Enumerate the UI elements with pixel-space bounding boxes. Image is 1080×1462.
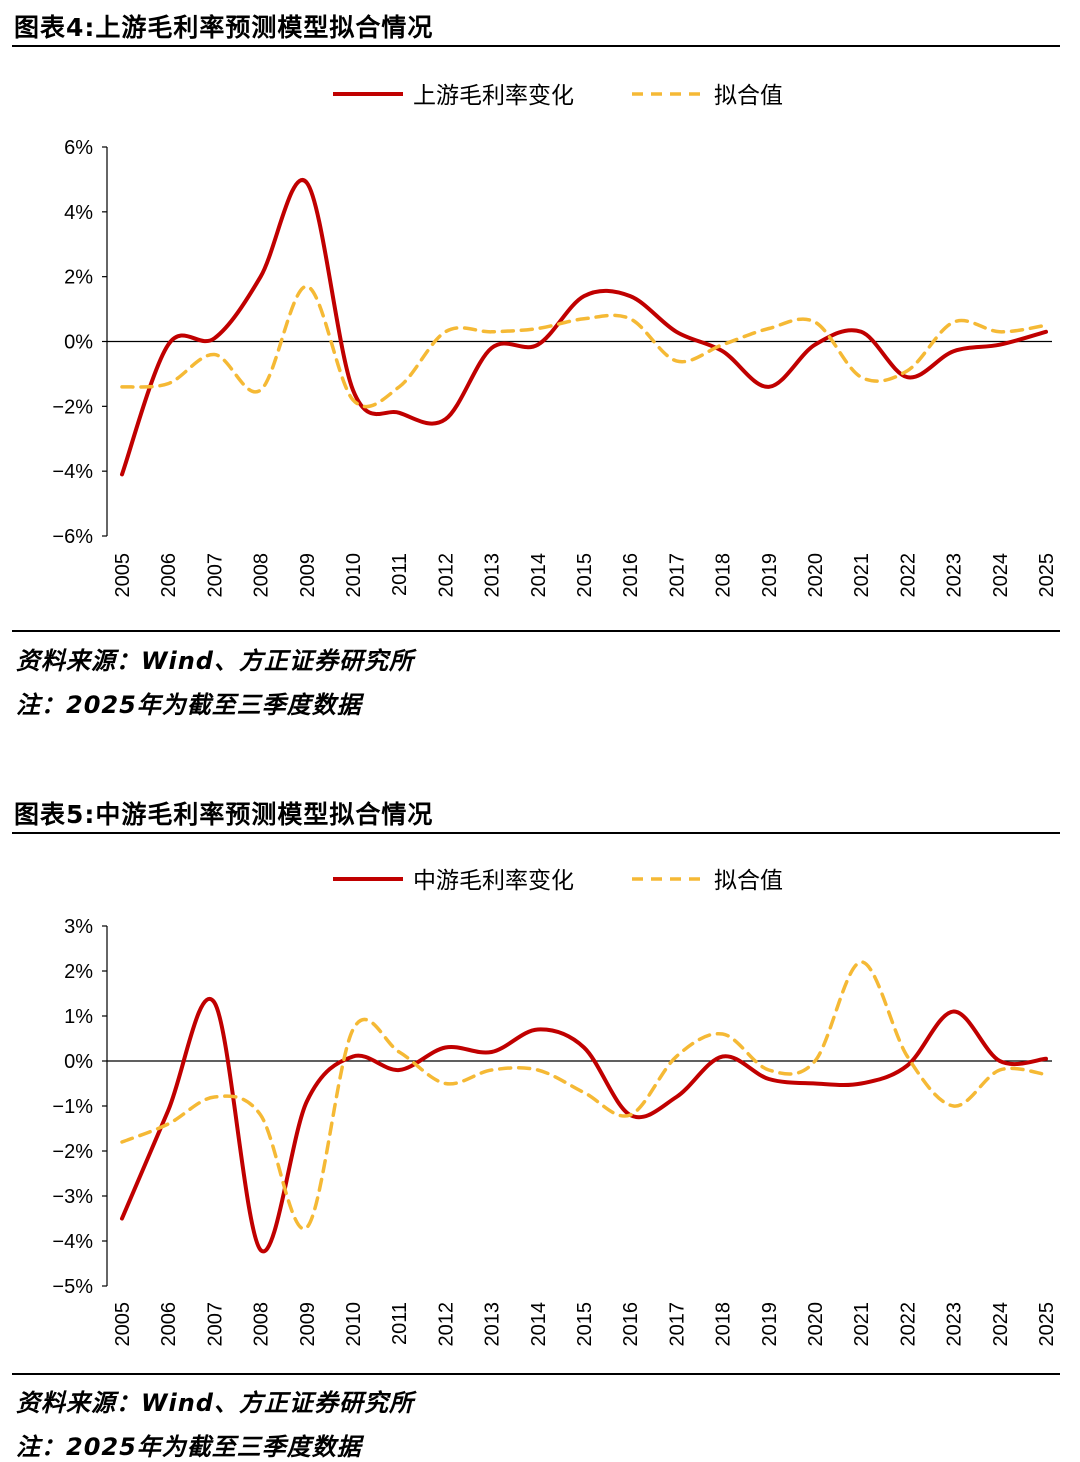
figure-5-title: 图表5:中游毛利率预测模型拟合情况 xyxy=(14,800,434,829)
x-tick-label: 2005 xyxy=(112,553,134,598)
x-tick-label: 2009 xyxy=(297,553,319,598)
x-tick-label: 2024 xyxy=(990,1302,1012,1347)
x-tick-label: 2025 xyxy=(1036,1302,1058,1347)
y-tick-label: −1% xyxy=(52,1096,93,1118)
x-tick-label: 2009 xyxy=(297,1302,319,1347)
x-tick-label: 2023 xyxy=(944,553,966,598)
x-tick-label: 2013 xyxy=(482,553,504,598)
figure-5-top-rule xyxy=(12,832,1060,834)
x-tick-label: 2010 xyxy=(343,1302,365,1347)
x-tick-label: 2020 xyxy=(805,1302,827,1347)
x-tick-label: 2017 xyxy=(666,1302,688,1347)
legend-fitted-label: 拟合值 xyxy=(714,868,783,894)
x-tick-label: 2007 xyxy=(204,553,226,598)
x-tick-label: 2022 xyxy=(897,553,919,598)
x-tick-label: 2014 xyxy=(528,553,550,598)
legend-actual-label: 中游毛利率变化 xyxy=(413,868,574,894)
x-tick-label: 2013 xyxy=(482,1302,504,1347)
y-tick-label: 2% xyxy=(64,267,93,289)
x-tick-label: 2022 xyxy=(897,1302,919,1347)
y-tick-label: 6% xyxy=(64,137,93,159)
figure-5-note: 注：2025年为截至三季度数据 xyxy=(16,1433,362,1461)
x-tick-label: 2014 xyxy=(528,1302,550,1347)
legend-actual-label: 上游毛利率变化 xyxy=(413,83,574,109)
actual-series-line xyxy=(120,178,1048,477)
y-tick-label: −2% xyxy=(52,396,93,418)
x-tick-label: 2008 xyxy=(251,553,273,598)
x-tick-label: 2015 xyxy=(574,1302,596,1347)
x-tick-label: 2012 xyxy=(435,553,457,598)
x-tick-label: 2011 xyxy=(389,553,411,596)
x-tick-label: 2017 xyxy=(666,553,688,598)
x-tick-label: 2007 xyxy=(204,1302,226,1347)
figure-4-note: 注：2025年为截至三季度数据 xyxy=(16,691,362,719)
x-tick-label: 2012 xyxy=(435,1302,457,1347)
x-tick-label: 2016 xyxy=(620,553,642,598)
y-tick-label: 3% xyxy=(64,916,93,938)
y-tick-label: −5% xyxy=(52,1276,93,1298)
x-tick-label: 2019 xyxy=(759,1302,781,1347)
x-tick-label: 2010 xyxy=(343,553,365,598)
y-tick-label: −4% xyxy=(52,461,93,483)
fitted-series-line xyxy=(120,960,1048,1231)
figure-4-title: 图表4:上游毛利率预测模型拟合情况 xyxy=(14,13,434,42)
y-tick-label: −4% xyxy=(52,1231,93,1253)
x-tick-label: 2018 xyxy=(713,1302,735,1347)
figure-5-bottom-rule xyxy=(12,1373,1060,1375)
x-tick-label: 2020 xyxy=(805,553,827,598)
figure-4-bottom-rule xyxy=(12,630,1060,632)
y-tick-label: 1% xyxy=(64,1006,93,1028)
y-tick-label: 4% xyxy=(64,202,93,224)
fitted-series-line xyxy=(120,284,1048,409)
y-tick-label: 0% xyxy=(64,332,93,354)
x-tick-label: 2018 xyxy=(713,553,735,598)
x-tick-label: 2006 xyxy=(158,1302,180,1347)
x-tick-label: 2005 xyxy=(112,1302,134,1347)
figure-5-source: 资料来源：Wind、方正证券研究所 xyxy=(16,1389,414,1417)
figure-4-chart: −6% −4% −2% 0% 2% 4% 6% 2005 2006 2007 2008 2009 201… xyxy=(52,83,1058,598)
x-tick-label: 2008 xyxy=(251,1302,273,1347)
x-tick-label: 2025 xyxy=(1036,553,1058,598)
x-tick-label: 2019 xyxy=(759,553,781,598)
actual-series-line xyxy=(120,997,1048,1254)
x-tick-label: 2021 xyxy=(851,1302,873,1347)
figure-4-top-rule xyxy=(12,45,1060,47)
x-tick-label: 2024 xyxy=(990,553,1012,598)
y-tick-label: −6% xyxy=(52,526,93,548)
x-tick-label: 2023 xyxy=(944,1302,966,1347)
x-tick-label: 2021 xyxy=(851,553,873,598)
x-tick-label: 2006 xyxy=(158,553,180,598)
y-tick-label: −3% xyxy=(52,1186,93,1208)
y-tick-label: −2% xyxy=(52,1141,93,1163)
x-tick-label: 2016 xyxy=(620,1302,642,1347)
legend-fitted-label: 拟合值 xyxy=(714,83,783,109)
figure-4-source: 资料来源：Wind、方正证券研究所 xyxy=(16,647,414,675)
y-tick-label: 0% xyxy=(64,1051,93,1073)
x-tick-label: 2011 xyxy=(389,1302,411,1345)
y-tick-label: 2% xyxy=(64,961,93,983)
x-tick-label: 2015 xyxy=(574,553,596,598)
figure-5-chart: −5% −4% −3% −2% −1% 0% 1% 2% 3% 2005 2006 2007 2008 2… xyxy=(52,868,1058,1347)
